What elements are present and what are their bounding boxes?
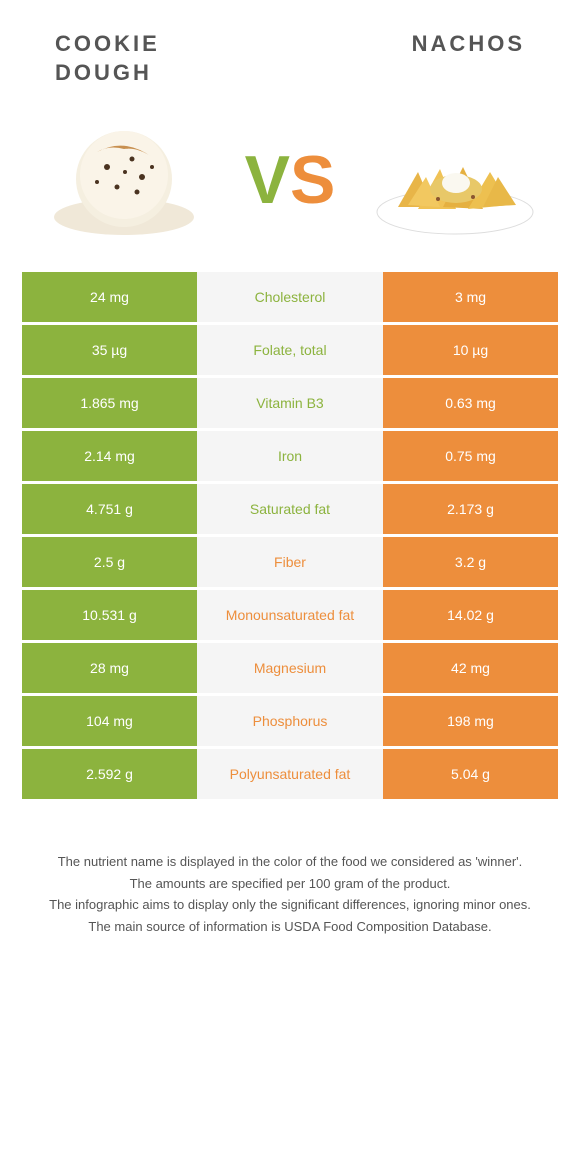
right-value-cell: 0.75 mg	[383, 431, 558, 481]
table-row: 10.531 gMonounsaturated fat14.02 g	[22, 590, 558, 640]
right-value-cell: 5.04 g	[383, 749, 558, 799]
table-row: 28 mgMagnesium42 mg	[22, 643, 558, 693]
right-value-cell: 42 mg	[383, 643, 558, 693]
table-row: 104 mgPhosphorus198 mg	[22, 696, 558, 746]
table-row: 24 mgCholesterol3 mg	[22, 272, 558, 322]
nutrient-label-cell: Magnesium	[197, 643, 383, 693]
food-title-left: COOKIE DOUGH	[55, 30, 255, 87]
cookie-dough-image	[37, 117, 212, 242]
right-value-cell: 2.173 g	[383, 484, 558, 534]
table-row: 35 µgFolate, total10 µg	[22, 325, 558, 375]
footer-line-2: The amounts are specified per 100 gram o…	[40, 874, 540, 894]
nutrient-label-cell: Fiber	[197, 537, 383, 587]
table-row: 2.14 mgIron0.75 mg	[22, 431, 558, 481]
nutrient-label-cell: Monounsaturated fat	[197, 590, 383, 640]
nutrient-label-cell: Vitamin B3	[197, 378, 383, 428]
right-value-cell: 10 µg	[383, 325, 558, 375]
left-value-cell: 10.531 g	[22, 590, 197, 640]
nutrient-label-cell: Cholesterol	[197, 272, 383, 322]
left-value-cell: 24 mg	[22, 272, 197, 322]
vs-v-letter: V	[245, 141, 290, 219]
right-value-cell: 3 mg	[383, 272, 558, 322]
left-value-cell: 104 mg	[22, 696, 197, 746]
left-value-cell: 2.5 g	[22, 537, 197, 587]
left-value-cell: 28 mg	[22, 643, 197, 693]
nutrient-label-cell: Iron	[197, 431, 383, 481]
right-value-cell: 0.63 mg	[383, 378, 558, 428]
table-row: 4.751 gSaturated fat2.173 g	[22, 484, 558, 534]
nachos-image	[368, 117, 543, 242]
nutrient-label-cell: Phosphorus	[197, 696, 383, 746]
food-title-right: NACHOS	[412, 30, 525, 59]
right-value-cell: 3.2 g	[383, 537, 558, 587]
footer-line-1: The nutrient name is displayed in the co…	[40, 852, 540, 872]
footer-line-3: The infographic aims to display only the…	[40, 895, 540, 915]
nutrient-label-cell: Saturated fat	[197, 484, 383, 534]
right-value-cell: 14.02 g	[383, 590, 558, 640]
footer-line-4: The main source of information is USDA F…	[40, 917, 540, 937]
left-value-cell: 1.865 mg	[22, 378, 197, 428]
nutrient-label-cell: Polyunsaturated fat	[197, 749, 383, 799]
nutrient-label-cell: Folate, total	[197, 325, 383, 375]
left-value-cell: 35 µg	[22, 325, 197, 375]
table-row: 2.5 gFiber3.2 g	[22, 537, 558, 587]
vs-badge: VS	[245, 141, 336, 219]
header: COOKIE DOUGH NACHOS	[0, 0, 580, 97]
left-value-cell: 4.751 g	[22, 484, 197, 534]
right-value-cell: 198 mg	[383, 696, 558, 746]
left-value-cell: 2.592 g	[22, 749, 197, 799]
imagery-row: VS	[0, 97, 580, 272]
table-row: 2.592 gPolyunsaturated fat5.04 g	[22, 749, 558, 799]
vs-s-letter: S	[290, 141, 335, 219]
footer-notes: The nutrient name is displayed in the co…	[0, 802, 580, 958]
left-value-cell: 2.14 mg	[22, 431, 197, 481]
table-row: 1.865 mgVitamin B30.63 mg	[22, 378, 558, 428]
comparison-table: 24 mgCholesterol3 mg35 µgFolate, total10…	[0, 272, 580, 799]
